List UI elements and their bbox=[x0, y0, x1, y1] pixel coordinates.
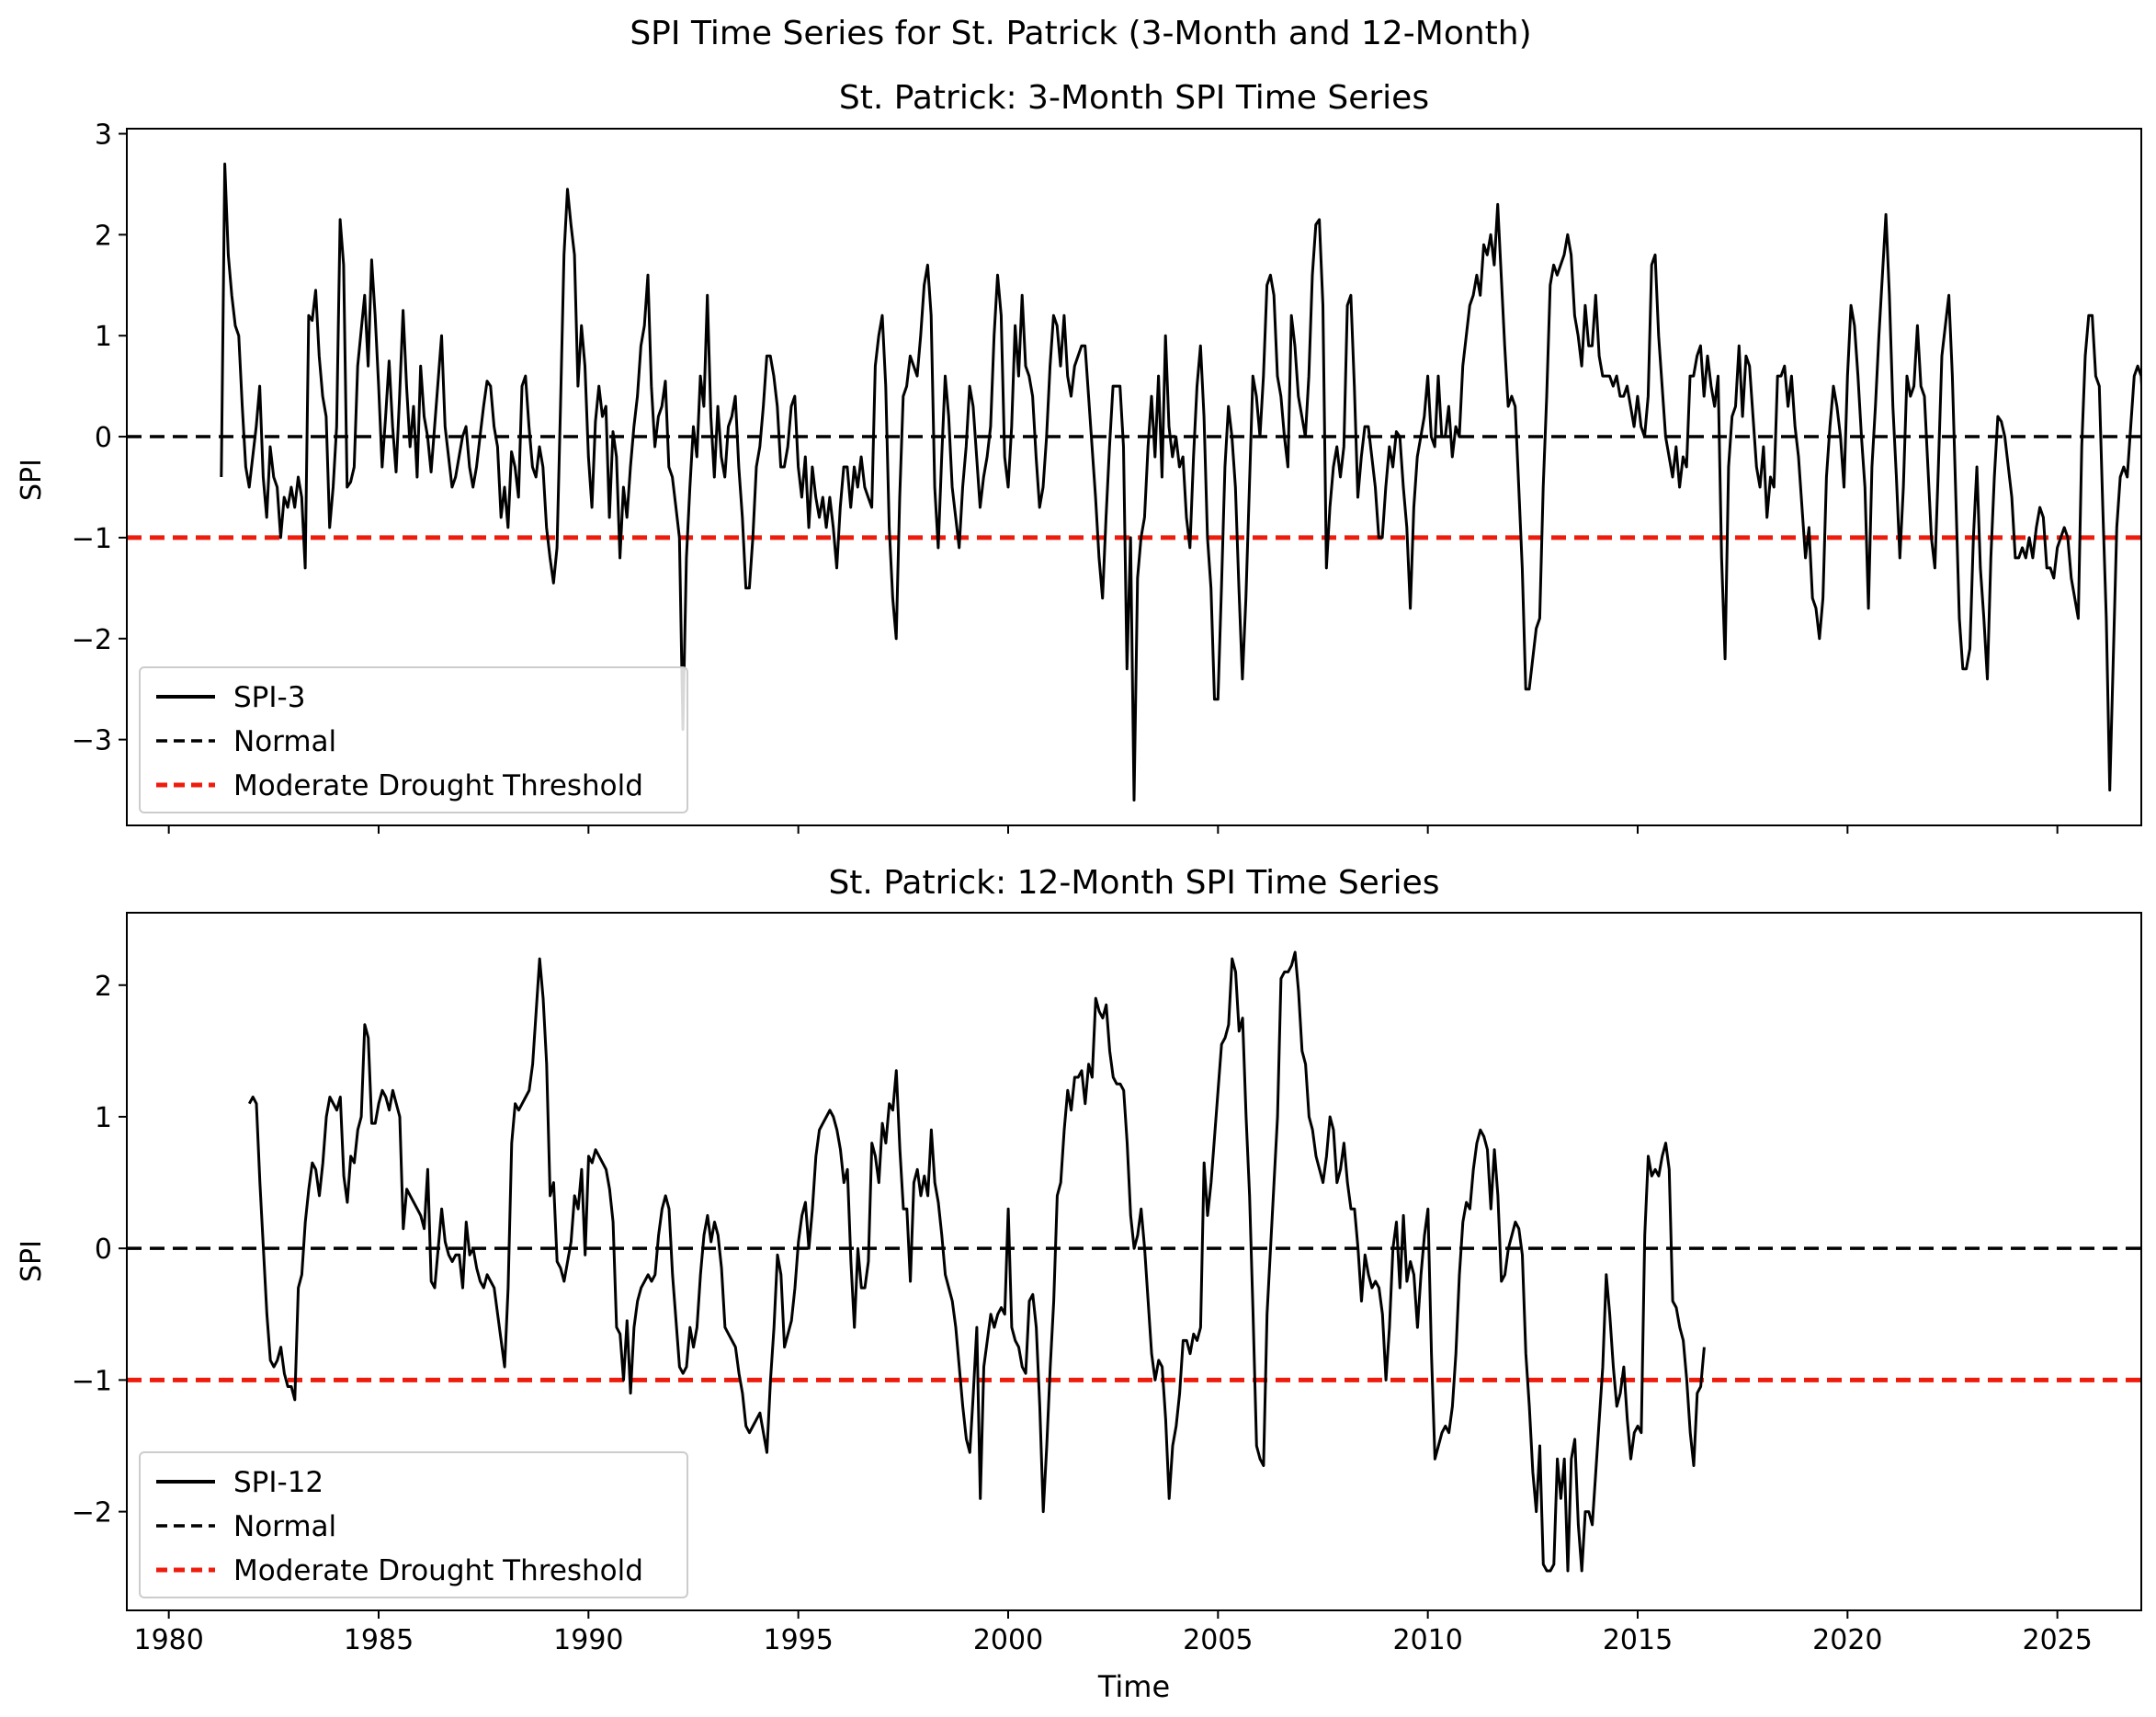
spi12-legend: SPI-12 Normal Moderate Drought Threshold bbox=[139, 1451, 688, 1598]
spi12-axes-frame bbox=[126, 912, 2142, 1611]
spi12-x-tick-label: 1985 bbox=[344, 1624, 414, 1656]
spi3-y-tick-label: −3 bbox=[72, 725, 112, 757]
spi12-panel-title: St. Patrick: 12-Month SPI Time Series bbox=[828, 864, 1439, 902]
spi3-panel: St. Patrick: 3-Month SPI Time Series SPI… bbox=[16, 79, 2142, 834]
spi3-y-axis-label: SPI bbox=[16, 459, 48, 501]
figure-suptitle: SPI Time Series for St. Patrick (3-Month… bbox=[630, 15, 1531, 52]
spi3-y-tick-label: −2 bbox=[72, 624, 112, 656]
spi12-plot-area: −2 −1 0 1 2 1980 1985 1990 1995 2000 2005 2010 2015 2… bbox=[72, 912, 2142, 1656]
spi3-y-tick-label: 2 bbox=[95, 220, 112, 252]
spi12-x-tick-label: 2000 bbox=[973, 1624, 1043, 1656]
spi3-panel-title: St. Patrick: 3-Month SPI Time Series bbox=[839, 79, 1429, 117]
spi3-legend: SPI-3 Normal Moderate Drought Threshold bbox=[139, 666, 688, 813]
spi12-y-axis-label: SPI bbox=[16, 1240, 48, 1282]
spi12-legend-box bbox=[139, 1451, 688, 1598]
spi12-series-line bbox=[247, 950, 1706, 1573]
spi12-legend-label: Moderate Drought Threshold bbox=[233, 1554, 643, 1587]
spi12-y-tick-label: −1 bbox=[72, 1365, 112, 1397]
spi3-y-tick-label: −1 bbox=[72, 523, 112, 555]
spi3-y-tick-label: 0 bbox=[95, 422, 112, 454]
spi3-legend-box bbox=[139, 666, 688, 813]
spi12-x-tick-label: 2020 bbox=[1812, 1624, 1882, 1656]
spi12-y-tick-label: −2 bbox=[72, 1497, 112, 1529]
spi12-x-tick-label: 2005 bbox=[1183, 1624, 1253, 1656]
spi12-y-tick-label: 1 bbox=[95, 1102, 112, 1134]
spi12-legend-label: SPI-12 bbox=[233, 1466, 323, 1499]
spi12-x-tick-label: 2025 bbox=[2022, 1624, 2092, 1656]
spi3-legend-label: Normal bbox=[233, 725, 336, 758]
spi3-legend-label: SPI-3 bbox=[233, 681, 305, 714]
spi12-x-tick-label: 1995 bbox=[763, 1624, 833, 1656]
x-axis-label: Time bbox=[1097, 1669, 1170, 1704]
spi12-series-group bbox=[127, 950, 2141, 1573]
spi12-x-tick-label: 1980 bbox=[133, 1624, 203, 1656]
spi12-y-tick-label: 2 bbox=[95, 971, 112, 1003]
spi12-panel: St. Patrick: 12-Month SPI Time Series SP… bbox=[16, 864, 2142, 1656]
spi3-y-tick-label: 1 bbox=[95, 321, 112, 353]
spi3-axes-frame bbox=[126, 128, 2142, 826]
spi3-y-tick-label: 3 bbox=[95, 119, 112, 151]
spi3-series-line bbox=[220, 162, 2141, 802]
spi12-y-tick-label: 0 bbox=[95, 1234, 112, 1266]
spi12-legend-label: Normal bbox=[233, 1510, 336, 1543]
spi3-series-group bbox=[127, 162, 2141, 802]
spi3-legend-label: Moderate Drought Threshold bbox=[233, 769, 643, 802]
spi3-plot-area: −3 −2 −1 0 1 2 3 SPI-3 Normal Moderate Drought Th… bbox=[72, 119, 2142, 834]
spi12-x-tick-label: 1990 bbox=[553, 1624, 623, 1656]
spi12-x-tick-label: 2015 bbox=[1603, 1624, 1673, 1656]
spi12-x-tick-label: 2010 bbox=[1392, 1624, 1462, 1656]
